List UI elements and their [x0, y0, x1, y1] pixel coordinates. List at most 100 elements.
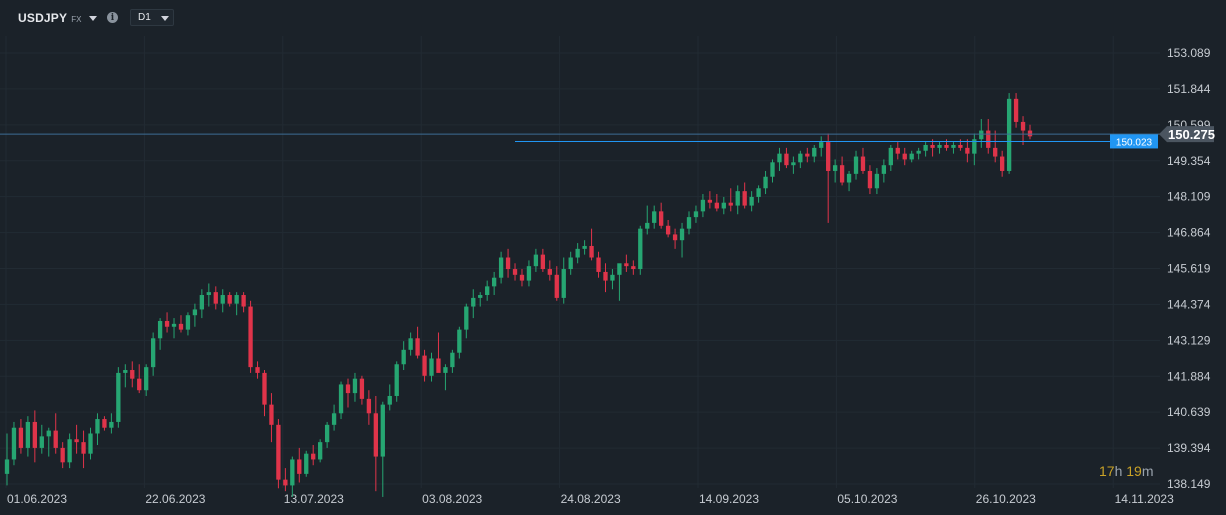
candle-body: [812, 147, 817, 157]
candle-body: [485, 286, 490, 296]
candle-body: [624, 263, 629, 267]
symbol-class: FX: [71, 14, 82, 24]
y-tick-label: 145.619: [1167, 262, 1211, 276]
candle-body: [603, 271, 608, 281]
candle-body: [610, 274, 615, 281]
candle-body: [67, 439, 72, 463]
candle-body: [540, 254, 546, 270]
candle-body: [519, 274, 525, 281]
candle-body: [791, 162, 796, 166]
candle-body: [95, 419, 100, 434]
chevron-down-icon[interactable]: [89, 16, 98, 21]
x-tick-label: 14.11.2023: [1115, 492, 1174, 506]
x-tick-label: 01.06.2023: [7, 492, 67, 506]
candle-body: [693, 211, 699, 218]
candle-body: [408, 338, 413, 350]
candle-body: [986, 130, 991, 148]
candle-body: [206, 292, 211, 296]
candle-body: [728, 202, 733, 206]
y-tick-label: 144.374: [1167, 297, 1211, 311]
candle-body: [951, 144, 956, 148]
candle-body: [895, 147, 900, 154]
candle-body: [116, 372, 121, 422]
y-tick-label: 138.149: [1167, 477, 1211, 491]
candle-body: [262, 372, 267, 405]
candle-body: [832, 165, 838, 171]
countdown-minutes: 19: [1126, 463, 1142, 479]
candle-body: [401, 349, 406, 365]
info-icon[interactable]: i: [107, 12, 118, 23]
candle-body: [60, 447, 65, 463]
candle-body: [665, 225, 671, 235]
candle-body: [568, 257, 573, 270]
bid-price-label: 150.023: [1116, 137, 1153, 148]
candle-body: [756, 188, 761, 197]
current-price-label: 150.275: [1168, 127, 1215, 142]
candle-body: [679, 228, 685, 241]
candle-body: [4, 459, 10, 474]
candle-body: [993, 147, 998, 157]
candle-body: [471, 297, 476, 307]
candle-body: [450, 352, 455, 368]
candle-body: [297, 459, 302, 474]
candle-body: [839, 165, 845, 183]
candle-body: [331, 413, 337, 425]
candle-body: [53, 430, 58, 448]
candle-body: [846, 173, 852, 183]
candle-body: [526, 266, 532, 281]
candle-body: [192, 309, 198, 316]
candle-body: [241, 295, 246, 307]
y-tick-label: 146.864: [1167, 226, 1211, 240]
candle-body: [512, 269, 518, 275]
candle-body: [561, 269, 566, 298]
candle-body: [749, 196, 754, 206]
timeframe-select[interactable]: D1: [130, 9, 174, 26]
candle-body: [784, 153, 789, 166]
x-tick-label: 05.10.2023: [837, 492, 897, 506]
countdown-minutes-unit: m: [1141, 463, 1154, 479]
candle-body: [338, 384, 344, 414]
candle-body: [491, 277, 497, 287]
candle-body: [763, 176, 768, 189]
candle-body: [32, 421, 37, 448]
candle-body: [422, 355, 427, 376]
candle-body: [157, 320, 163, 339]
candle-body: [373, 413, 378, 457]
candle-body: [164, 320, 170, 327]
candle-body: [318, 442, 323, 460]
y-tick-label: 139.394: [1167, 441, 1211, 455]
timeframe-label: D1: [138, 12, 151, 23]
symbol-selector[interactable]: USDJPY FX: [18, 9, 98, 27]
candle-body: [645, 222, 650, 229]
candle-body: [290, 459, 295, 486]
candle-body: [227, 295, 232, 304]
candle-body: [185, 315, 191, 330]
candle-body: [46, 430, 51, 437]
candle-body: [130, 370, 135, 379]
candle-body: [944, 144, 949, 148]
candle-body: [429, 358, 434, 376]
y-tick-label: 143.129: [1167, 333, 1211, 347]
candle-body: [464, 306, 469, 330]
candle-body: [304, 453, 309, 474]
candle-body: [798, 153, 803, 163]
candle-body: [714, 202, 719, 209]
candle-body: [498, 257, 504, 278]
y-tick-label: 141.884: [1167, 369, 1211, 383]
candle-body: [255, 367, 260, 373]
x-tick-label: 22.06.2023: [145, 492, 205, 506]
candle-body: [874, 173, 880, 189]
x-tick-label: 26.10.2023: [976, 492, 1036, 506]
candle-body: [826, 142, 831, 171]
y-tick-label: 140.639: [1167, 405, 1211, 419]
candle-body: [589, 245, 594, 258]
candle-body: [345, 384, 351, 394]
candle-body: [533, 254, 539, 267]
candle-body: [1006, 98, 1012, 171]
candle-body: [39, 436, 44, 448]
candle-body: [311, 453, 316, 460]
candle-body: [436, 358, 441, 373]
y-tick-label: 149.354: [1167, 154, 1211, 168]
candle-body: [366, 398, 372, 414]
